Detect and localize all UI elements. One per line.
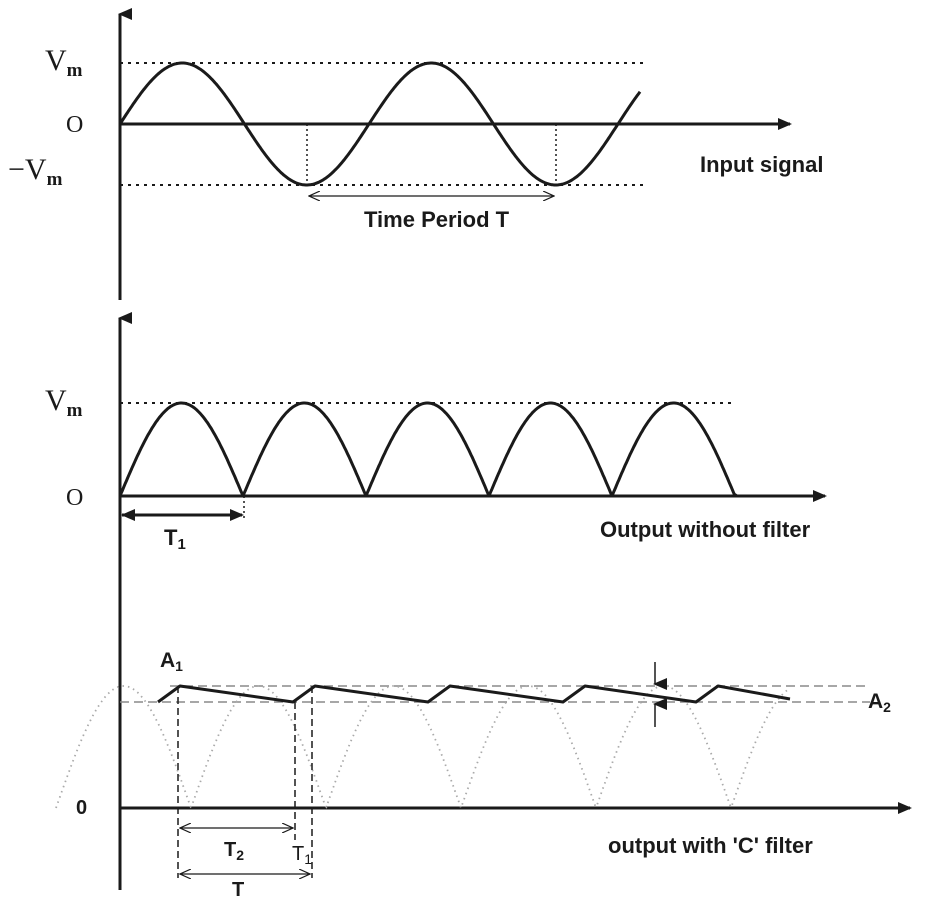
t2-label: T2 <box>224 839 244 863</box>
output-without-filter-panel: Vm O T1 Output without filter <box>45 312 827 553</box>
filter-zero-label: 0 <box>76 797 87 819</box>
full-wave-rectified-output <box>118 401 738 497</box>
output-with-c-filter-panel: A1 A2 0 T2 T1 T output with 'C' filter <box>55 500 912 897</box>
t1-label: T1 <box>164 525 186 553</box>
a2-label: A2 <box>868 690 891 715</box>
output-without-filter-label: Output without filter <box>600 517 811 542</box>
output-with-c-filter-label: output with 'C' filter <box>608 833 813 858</box>
nofilter-vmax-label: Vm <box>45 384 83 421</box>
underlying-rectified-wave-dotted <box>55 685 791 811</box>
input-sine-wave <box>118 61 642 187</box>
vmax-label: Vm <box>45 44 83 81</box>
time-period-label: Time Period T <box>364 207 510 232</box>
input-signal-panel: Vm O −Vm Input signal Time Period T <box>8 8 823 300</box>
nofilter-zero-label: O <box>66 485 83 511</box>
zero-label: O <box>66 112 83 138</box>
vmin-label: −Vm <box>8 153 63 190</box>
filtered-ripple-output <box>157 684 791 704</box>
a1-label: A1 <box>160 649 183 674</box>
filter-t1-label: T1 <box>292 843 312 867</box>
input-signal-label: Input signal <box>700 152 823 177</box>
t-label: T <box>232 879 244 897</box>
